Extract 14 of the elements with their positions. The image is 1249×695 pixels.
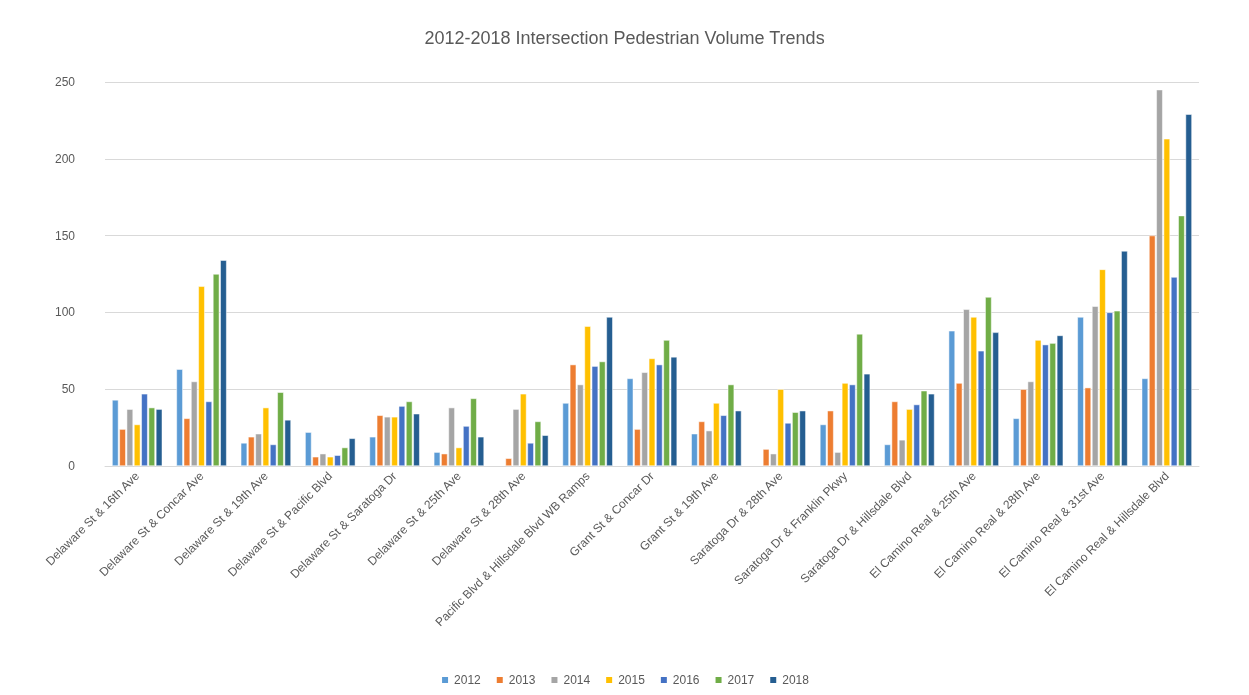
legend-label: 2017 (727, 673, 755, 687)
legend-label: 2018 (782, 673, 810, 687)
y-tick-label: 100 (54, 305, 76, 320)
y-tick-label: 0 (68, 459, 76, 473)
y-tick-label: 150 (54, 228, 76, 243)
legend-label: 2016 (672, 673, 700, 687)
legend-label: 2015 (618, 673, 646, 687)
y-tick-label: 250 (54, 75, 76, 89)
y-tick-label: 50 (61, 382, 76, 397)
chart-title: 2012-2018 Intersection Pedestrian Volume Trends (424, 28, 825, 48)
legend-label: 2014 (563, 673, 591, 687)
legend-label: 2012 (454, 673, 482, 687)
y-tick-label: 200 (54, 151, 76, 166)
legend-label: 2013 (508, 673, 536, 687)
